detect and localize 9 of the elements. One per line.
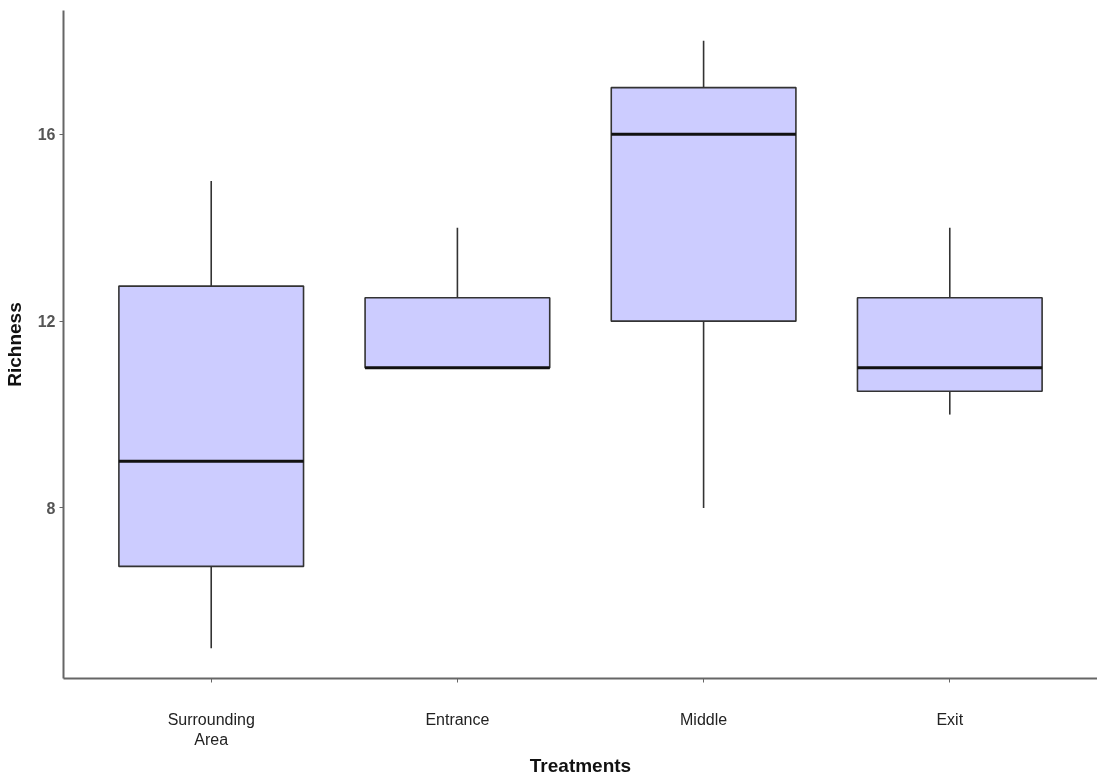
y-tick-label: 8	[46, 500, 56, 517]
x-tick-label: Surrounding Area	[167, 710, 255, 748]
y-tick-label: 12	[37, 313, 56, 331]
y-tick-label: 16	[37, 126, 56, 144]
x-tick-label: Entrance	[425, 710, 490, 728]
x-tick-label: Exit	[936, 710, 964, 728]
y-axis-title: Richness	[3, 302, 25, 387]
x-axis-title: Treatments	[529, 754, 632, 776]
x-tick-label: Middle	[680, 710, 728, 728]
